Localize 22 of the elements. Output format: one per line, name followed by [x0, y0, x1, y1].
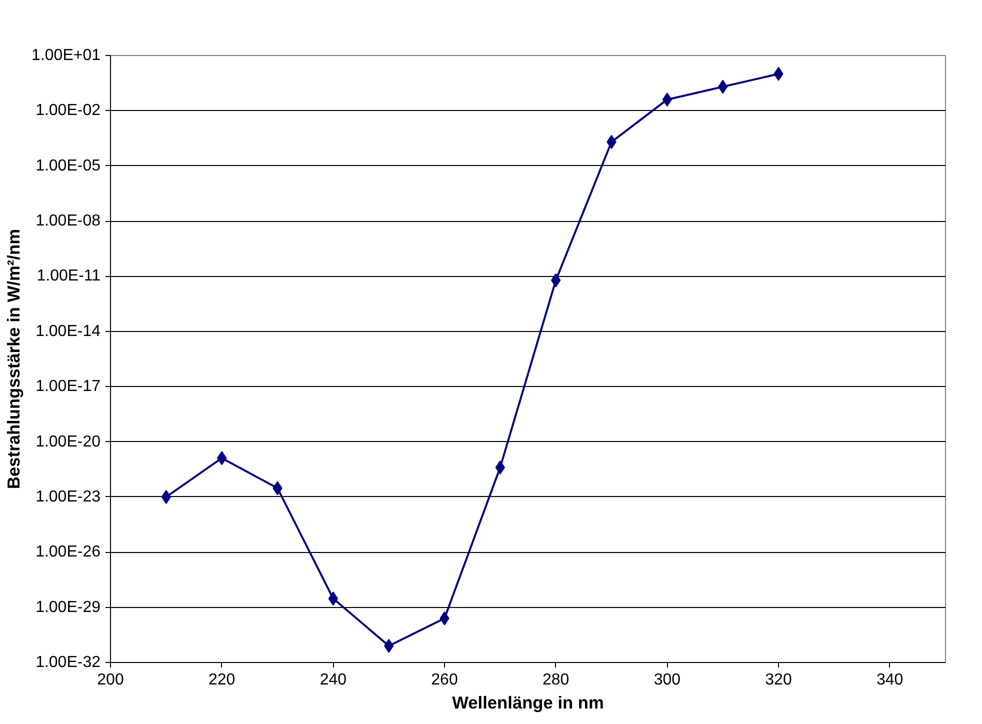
- x-tick-label: 220: [208, 672, 236, 688]
- y-tick-label: 1.00E-14: [36, 322, 101, 340]
- x-tick-label: 260: [431, 672, 458, 688]
- x-tick-label: 200: [97, 672, 124, 688]
- y-tick-label: 1.00E-32: [36, 654, 101, 671]
- y-tick-label: 1.00E-08: [36, 212, 101, 230]
- y-tick-label: 1.00E-17: [36, 378, 101, 396]
- y-tick-label: 1.00E+01: [32, 47, 101, 64]
- y-tick-label: 1.00E-29: [36, 598, 101, 616]
- y-tick-label: 1.00E-23: [36, 488, 101, 506]
- y-axis-title: Bestrahlungsstärke in W/m²/nm: [4, 229, 24, 489]
- y-tick-label: 1.00E-02: [36, 102, 101, 120]
- x-axis-title: Wellenlänge in nm: [452, 692, 604, 712]
- y-tick-label: 1.00E-05: [36, 157, 101, 174]
- x-tick-label: 240: [320, 672, 347, 688]
- y-tick-label: 1.00E-11: [36, 268, 101, 285]
- y-tick-label: 1.00E-26: [36, 544, 101, 561]
- x-tick-label: 320: [765, 672, 792, 688]
- x-tick-label: 280: [542, 672, 570, 688]
- x-tick-label: 340: [876, 672, 904, 688]
- x-tick-label: 300: [654, 672, 681, 688]
- y-tick-label: 1.00E-20: [36, 433, 101, 450]
